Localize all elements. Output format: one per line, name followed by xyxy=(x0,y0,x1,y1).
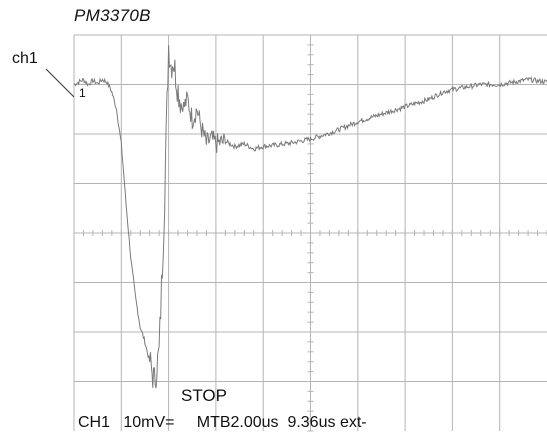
status-line: CH1 10mV= MTB2.00us 9.36us ext- xyxy=(78,414,367,432)
ground-marker: 1 xyxy=(79,86,86,100)
volts-per-div: 10mV= xyxy=(123,414,175,431)
trigger-source: ext- xyxy=(339,414,367,431)
waveform-trace xyxy=(73,45,547,389)
channel-pointer xyxy=(45,68,75,98)
trigger-delay: 9.36us xyxy=(287,414,336,431)
graticule xyxy=(73,34,547,432)
oscilloscope-model-label: PM3370B xyxy=(74,6,151,25)
acquisition-state: STOP xyxy=(181,386,227,405)
channel-name: CH1 xyxy=(78,414,111,431)
timebase: MTB2.00us xyxy=(196,414,279,431)
channel-label: ch1 xyxy=(12,50,38,67)
